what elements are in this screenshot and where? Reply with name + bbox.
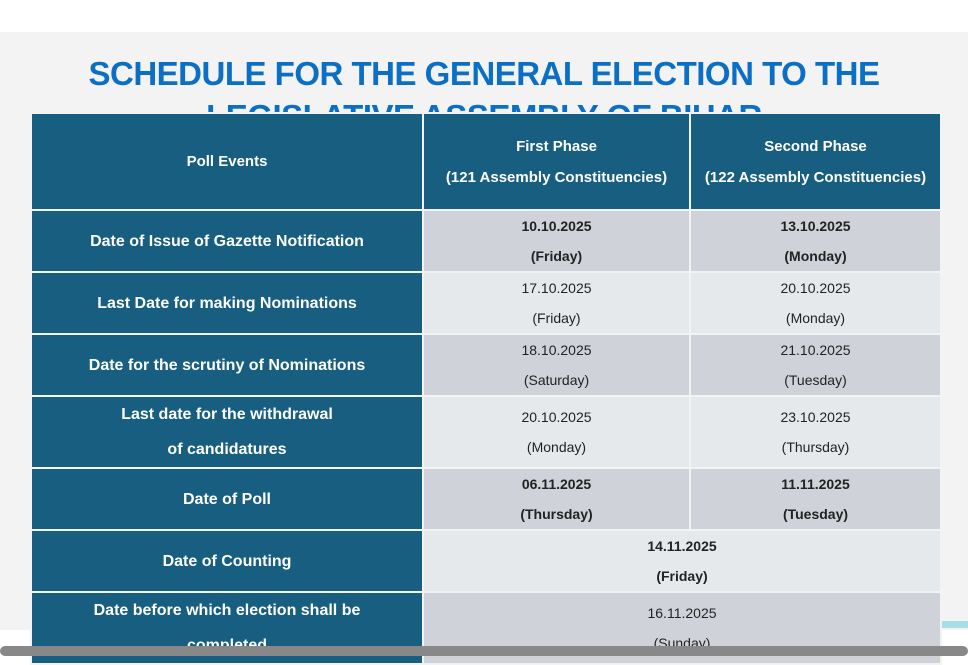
phase2-cell: 13.10.2025 (Monday) [689, 209, 942, 273]
event-cell: Date of Issue of Gazette Notification [30, 209, 424, 273]
day: (Tuesday) [784, 372, 847, 388]
event-cell: Last date for the withdrawal of candidat… [30, 395, 424, 469]
table-row: Date of Counting 14.11.2025 (Friday) [30, 529, 942, 593]
phase2-cell: 23.10.2025 (Thursday) [689, 395, 942, 469]
day: (Tuesday) [782, 506, 849, 522]
phase1-cell: 06.11.2025 (Thursday) [422, 467, 691, 531]
date: 18.10.2025 [521, 342, 592, 358]
header-poll-events: Poll Events [30, 112, 424, 211]
day: (Thursday) [781, 439, 850, 455]
day: (Friday) [532, 310, 581, 326]
date: 10.10.2025 [521, 218, 592, 234]
phase1-label: First Phase [516, 137, 597, 155]
date: 13.10.2025 [780, 218, 851, 234]
phase2-label: Second Phase [764, 137, 867, 155]
horizontal-scrollbar[interactable] [0, 646, 968, 656]
date: 17.10.2025 [521, 280, 592, 296]
phase2-cell: 20.10.2025 (Monday) [689, 271, 942, 335]
phase1-cell: 20.10.2025 (Monday) [422, 395, 691, 469]
event-cell: Date of Counting [30, 529, 424, 593]
date: 16.11.2025 [647, 605, 717, 621]
day: (Saturday) [523, 372, 590, 388]
date: 06.11.2025 [521, 476, 592, 492]
table-row: Last Date for making Nominations 17.10.2… [30, 271, 942, 335]
day: (Thursday) [520, 506, 593, 522]
date: 23.10.2025 [780, 409, 851, 425]
phase1-cell: 17.10.2025 (Friday) [422, 271, 691, 335]
counting-cell: 14.11.2025 (Friday) [422, 529, 942, 593]
day: (Monday) [526, 439, 587, 455]
phase2-sub: (122 Assembly Constituencies) [704, 168, 927, 186]
header-first-phase: First Phase (121 Assembly Constituencies) [422, 112, 691, 211]
decorative-strip [942, 621, 968, 628]
table-row: Date of Poll 06.11.2025 (Thursday) 11.11.… [30, 467, 942, 531]
date: 14.11.2025 [647, 538, 717, 554]
date: 20.10.2025 [521, 409, 592, 425]
table-row: Last date for the withdrawal of candidat… [30, 395, 942, 469]
phase1-cell: 18.10.2025 (Saturday) [422, 333, 691, 397]
date: 21.10.2025 [780, 342, 851, 358]
event-cell: Date of Poll [30, 467, 424, 531]
phase2-cell: 21.10.2025 (Tuesday) [689, 333, 942, 397]
phase2-cell: 11.11.2025 (Tuesday) [689, 467, 942, 531]
phase1-sub: (121 Assembly Constituencies) [445, 168, 668, 186]
date: 11.11.2025 [781, 476, 850, 492]
table-row: Date of Issue of Gazette Notification 10… [30, 209, 942, 273]
phase1-cell: 10.10.2025 (Friday) [422, 209, 691, 273]
date: 20.10.2025 [780, 280, 851, 296]
header-second-phase: Second Phase (122 Assembly Constituencies… [689, 112, 942, 211]
table-row: Date for the scrutiny of Nominations 18.… [30, 333, 942, 397]
day: (Friday) [656, 568, 708, 584]
day: (Friday) [530, 248, 583, 264]
slide: SCHEDULE FOR THE GENERAL ELECTION TO THE… [0, 32, 968, 665]
schedule-table: Poll Events First Phase (121 Assembly Con… [30, 112, 942, 665]
day: (Monday) [785, 310, 846, 326]
event-cell: Date for the scrutiny of Nominations [30, 333, 424, 397]
day: (Monday) [784, 248, 847, 264]
table-header: Poll Events First Phase (121 Assembly Con… [30, 112, 942, 211]
event-cell: Last Date for making Nominations [30, 271, 424, 335]
